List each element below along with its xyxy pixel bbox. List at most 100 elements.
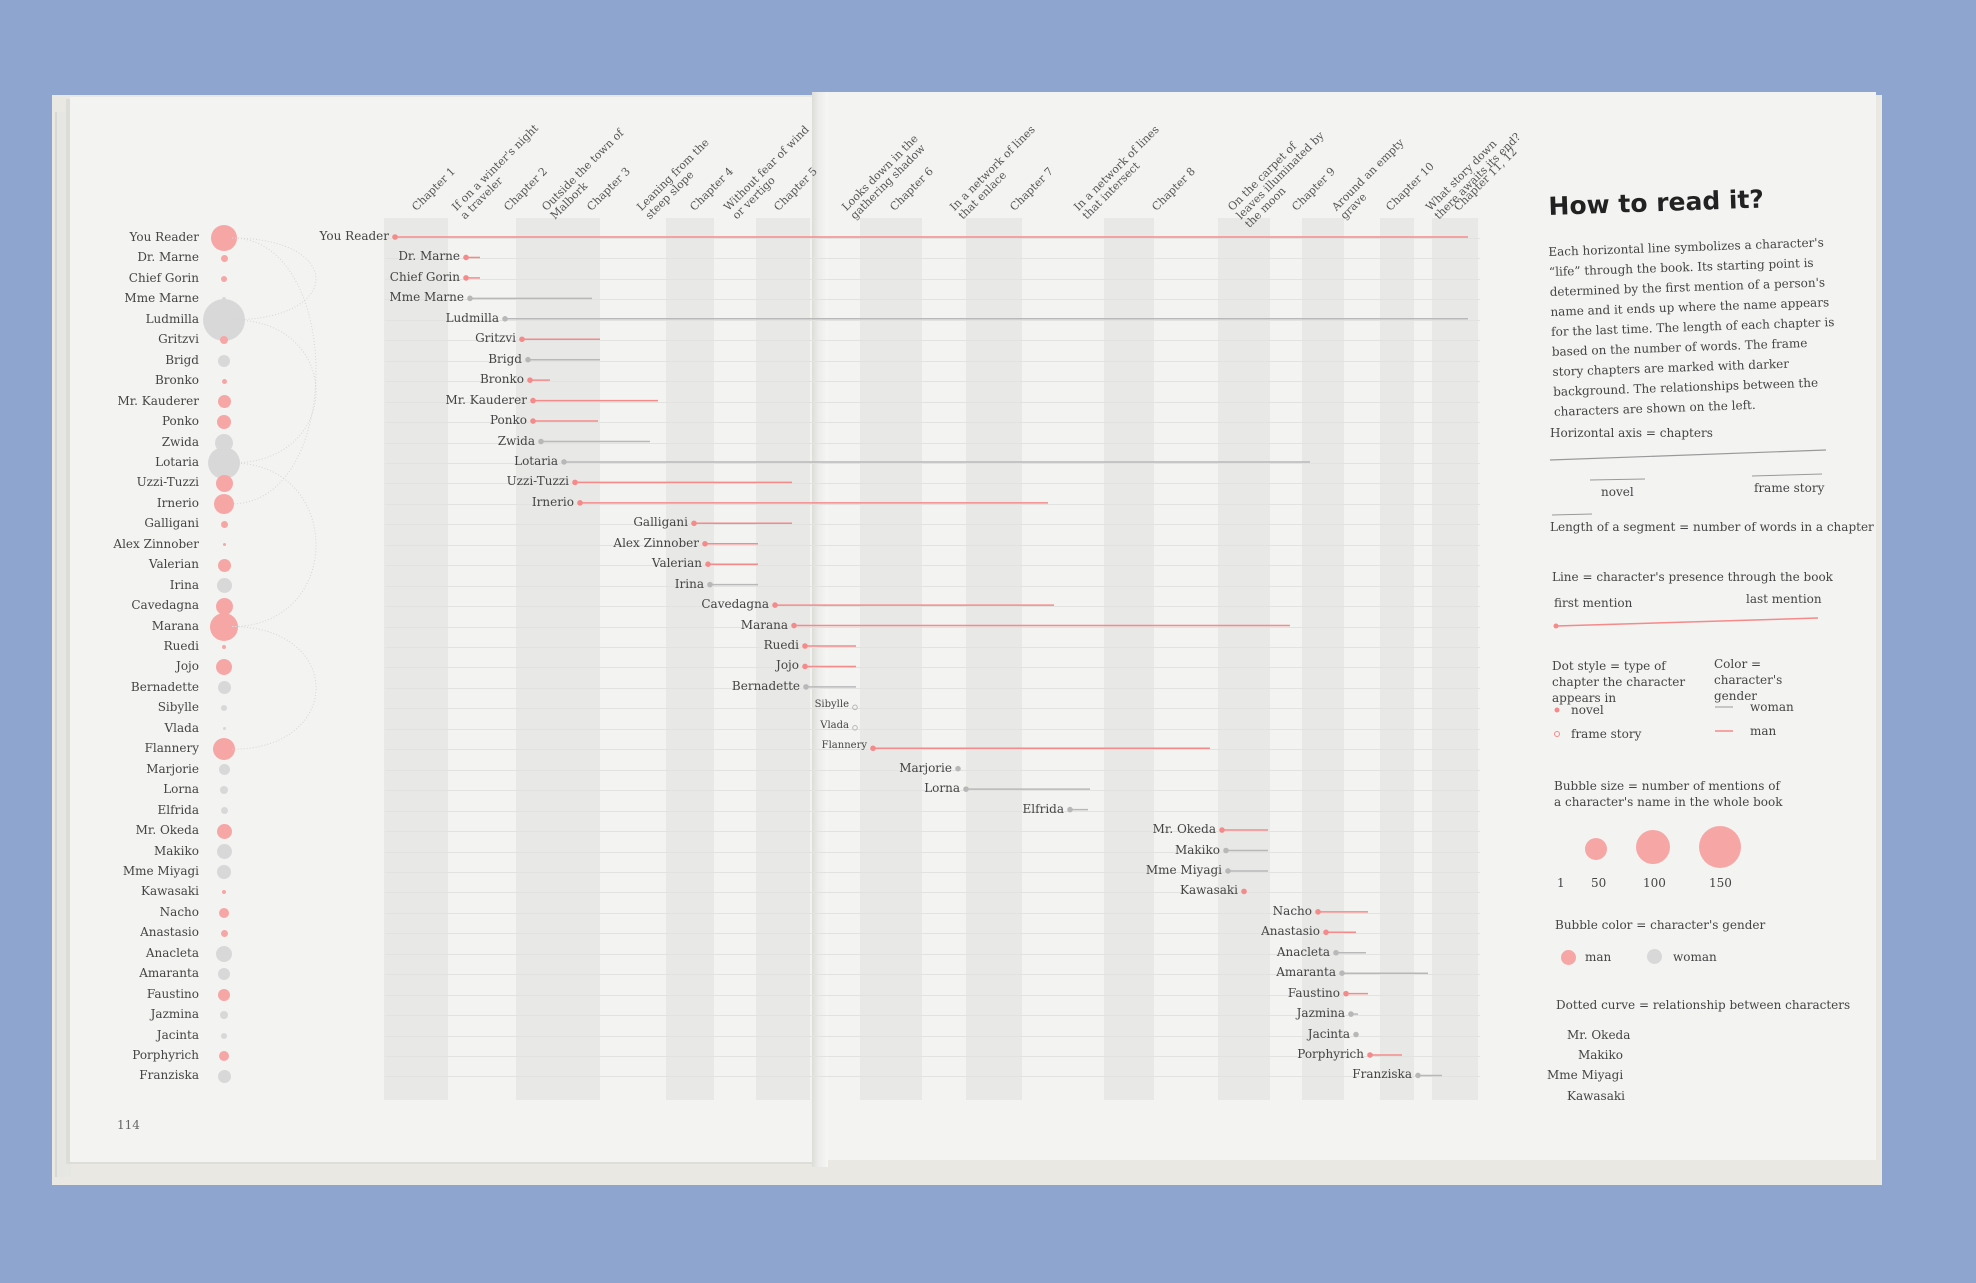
character-bubble	[216, 578, 232, 594]
character-bubble	[215, 474, 233, 492]
character-bubble	[221, 275, 227, 282]
frame-story-band	[1218, 218, 1270, 1100]
first-mention-dot	[802, 643, 808, 649]
row-guide	[385, 422, 1480, 424]
character-bubble	[220, 1011, 228, 1020]
first-mention-dot	[1367, 1052, 1373, 1058]
legend-line: Line = character's presence through the …	[1552, 570, 1833, 584]
character-name: Alex Zinnober	[113, 536, 199, 551]
timeline-label: Mr. Okeda	[1152, 822, 1216, 837]
legend-sample-dot	[1553, 623, 1559, 629]
legend-rel-name-4: Kawasaki	[1567, 1089, 1625, 1103]
row-guide	[385, 524, 1480, 526]
character-name: Lotaria	[155, 454, 199, 469]
legend-first-mention: first mention	[1554, 596, 1633, 610]
row-guide	[385, 974, 1480, 976]
timeline-label: Brigd	[488, 351, 522, 366]
first-mention-dot	[955, 765, 961, 772]
legend-bubble-100-dot	[1636, 830, 1670, 864]
frame-story-band	[666, 218, 714, 1100]
character-name: Ruedi	[163, 639, 199, 653]
legend-bubble-100: 100	[1643, 876, 1666, 890]
character-bubble	[217, 681, 231, 695]
timeline-label: Marana	[740, 617, 788, 632]
character-bubble	[220, 520, 228, 528]
first-mention-dot	[572, 479, 578, 486]
first-mention-dot	[1323, 929, 1329, 936]
character-name: Nacho	[159, 904, 199, 919]
first-mention-dot	[702, 540, 708, 547]
legend-dot-novel: novel	[1571, 703, 1604, 717]
frame-story-band	[516, 218, 600, 1100]
character-bubble	[221, 378, 227, 384]
first-mention-dot	[963, 786, 969, 792]
character-bubble	[214, 493, 234, 514]
timeline-label: You Reader	[319, 229, 389, 243]
first-mention-dot	[502, 316, 508, 322]
row-guide	[385, 503, 1480, 505]
legend-dot-style: Dot style = type of chapter the characte…	[1552, 659, 1686, 705]
timeline-label: Elfrida	[1022, 801, 1064, 816]
row-guide	[385, 831, 1480, 833]
legend-axis-line	[1549, 449, 1827, 461]
character-name: Marjorie	[146, 761, 199, 776]
character-name: Uzzi-Tuzzi	[136, 475, 199, 490]
row-guide	[385, 626, 1480, 628]
timeline-label: Chief Gorin	[389, 269, 460, 284]
character-name: Zwida	[161, 434, 199, 449]
row-guide	[385, 687, 1480, 689]
legend-bubble-150: 150	[1709, 876, 1732, 890]
frame-story-band	[384, 218, 448, 1100]
legend-sample-line	[1555, 617, 1819, 627]
legend-rel-name-1: Mr. Okeda	[1567, 1028, 1631, 1042]
first-mention-dot	[577, 500, 583, 506]
first-mention-dot	[467, 295, 473, 302]
legend-frame-bracket	[1751, 473, 1823, 477]
timeline-label: Mme Miyagi	[1145, 862, 1222, 877]
character-name: Elfrida	[157, 802, 199, 817]
timeline-label: Nacho	[1272, 903, 1312, 918]
character-name: Bronko	[154, 373, 199, 388]
row-guide	[385, 749, 1480, 751]
character-bubble	[221, 1032, 227, 1039]
character-name: Mr. Kauderer	[117, 393, 199, 408]
row-guide	[385, 278, 1480, 280]
row-guide	[385, 258, 1480, 260]
character-bubble	[218, 968, 230, 981]
timeline-label: Ludmilla	[445, 310, 499, 325]
legend-man: man	[1750, 724, 1777, 738]
row-guide	[385, 360, 1480, 362]
row-guide	[385, 790, 1480, 792]
timeline-label: Ponko	[489, 413, 527, 428]
legend-color: Color = character's gender	[1714, 657, 1783, 703]
character-name: Faustino	[146, 986, 199, 1001]
first-mention-dot	[525, 356, 531, 363]
timeline-label: Flannery	[821, 740, 867, 752]
timeline-label: Zwida	[497, 433, 535, 448]
frame-story-band	[1380, 218, 1414, 1100]
timeline-label: Mr. Kauderer	[445, 392, 527, 407]
timeline-label: Anacleta	[1276, 944, 1330, 959]
row-guide	[385, 238, 1480, 239]
character-name: Chief Gorin	[128, 270, 199, 285]
character-bubble	[216, 844, 232, 859]
row-guide	[385, 851, 1480, 853]
row-guide	[385, 667, 1480, 669]
first-mention-dot	[852, 704, 858, 711]
character-name: Anacleta	[145, 945, 199, 960]
character-bubble	[215, 597, 233, 615]
character-name: Flannery	[144, 741, 199, 756]
first-mention-dot	[705, 561, 711, 568]
frame-story-band	[1104, 218, 1154, 1100]
timeline-label: Galligani	[633, 515, 688, 530]
legend-dot-frame: frame story	[1571, 727, 1642, 741]
character-bubble	[217, 558, 231, 572]
timeline-label: Sibylle	[814, 699, 849, 711]
first-mention-dot	[803, 684, 809, 690]
relationship-curve	[231, 626, 317, 750]
timeline-label: Vlada	[820, 719, 849, 731]
legend-bubble-1: 1	[1557, 876, 1565, 890]
character-name: Gritzvi	[158, 332, 199, 347]
first-mention-dot	[463, 254, 469, 261]
